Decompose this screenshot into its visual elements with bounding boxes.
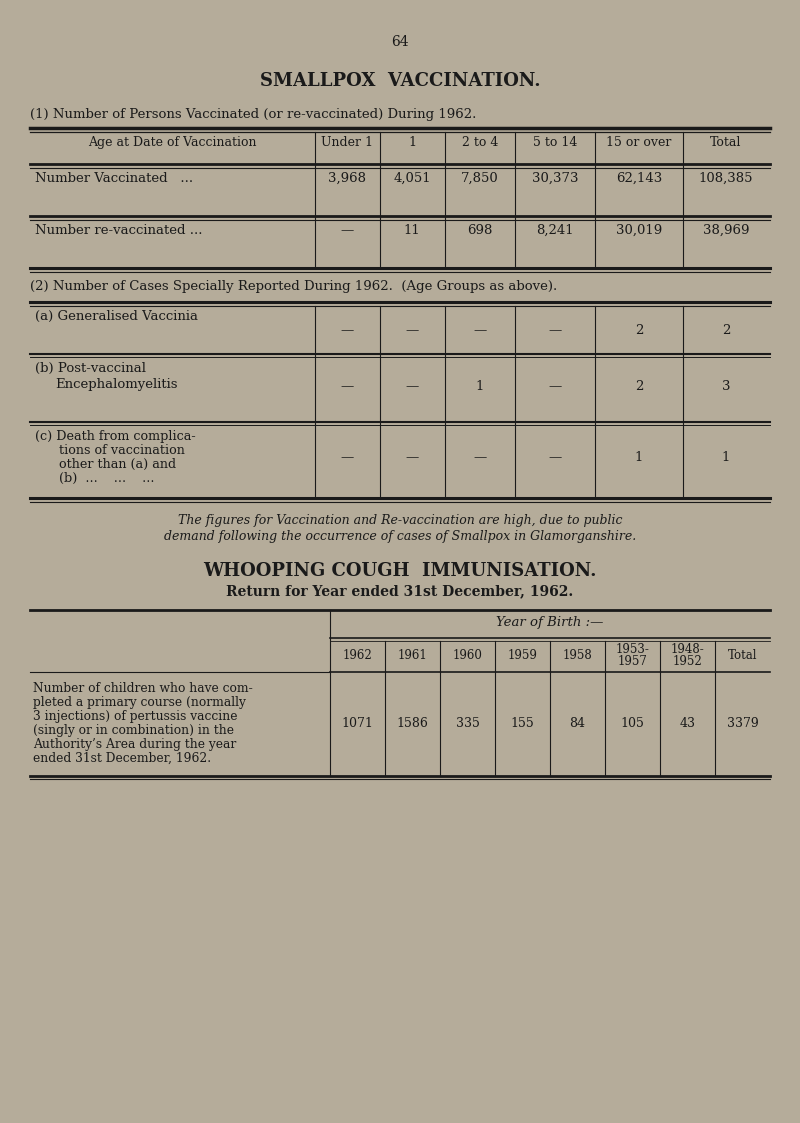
- Text: WHOOPING COUGH  IMMUNISATION.: WHOOPING COUGH IMMUNISATION.: [203, 562, 597, 579]
- Text: 1586: 1586: [397, 716, 429, 730]
- Text: (b)  ...    ...    ...: (b) ... ... ...: [35, 472, 154, 485]
- Text: Number re-vaccinated ...: Number re-vaccinated ...: [35, 223, 202, 237]
- Text: 2: 2: [635, 325, 643, 337]
- Text: 1960: 1960: [453, 649, 482, 661]
- Text: 108,385: 108,385: [698, 172, 754, 185]
- Text: 38,969: 38,969: [702, 223, 750, 237]
- Text: 1961: 1961: [398, 649, 427, 661]
- Text: 84: 84: [570, 716, 586, 730]
- Text: Under 1: Under 1: [321, 136, 373, 149]
- Text: (singly or in combination) in the: (singly or in combination) in the: [33, 724, 234, 737]
- Text: 1952: 1952: [673, 655, 702, 668]
- Text: The figures for Vaccination and Re-vaccination are high, due to public: The figures for Vaccination and Re-vacci…: [178, 514, 622, 527]
- Text: —: —: [548, 380, 562, 393]
- Text: (2) Number of Cases Specially Reported During 1962.  (Age Groups as above).: (2) Number of Cases Specially Reported D…: [30, 280, 558, 293]
- Text: Number of children who have com-: Number of children who have com-: [33, 682, 253, 695]
- Text: 105: 105: [621, 716, 645, 730]
- Text: (c) Death from complica-: (c) Death from complica-: [35, 430, 196, 442]
- Text: demand following the occurrence of cases of Smallpox in Glamorganshire.: demand following the occurrence of cases…: [164, 530, 636, 544]
- Text: (a) Generalised Vaccinia: (a) Generalised Vaccinia: [35, 310, 198, 323]
- Text: —: —: [474, 451, 486, 464]
- Text: 1: 1: [635, 451, 643, 464]
- Text: pleted a primary course (normally: pleted a primary course (normally: [33, 696, 246, 709]
- Text: 5 to 14: 5 to 14: [533, 136, 577, 149]
- Text: —: —: [474, 325, 486, 337]
- Text: (1) Number of Persons Vaccinated (or re-vaccinated) During 1962.: (1) Number of Persons Vaccinated (or re-…: [30, 108, 476, 121]
- Text: 62,143: 62,143: [616, 172, 662, 185]
- Text: 1958: 1958: [562, 649, 592, 661]
- Text: —: —: [406, 451, 418, 464]
- Text: 8,241: 8,241: [536, 223, 574, 237]
- Text: —: —: [340, 325, 354, 337]
- Text: 155: 155: [510, 716, 534, 730]
- Text: 64: 64: [391, 35, 409, 49]
- Text: 1953-: 1953-: [615, 643, 650, 656]
- Text: 2: 2: [722, 325, 730, 337]
- Text: SMALLPOX  VACCINATION.: SMALLPOX VACCINATION.: [260, 72, 540, 90]
- Text: —: —: [406, 380, 418, 393]
- Text: 3 injections) of pertussis vaccine: 3 injections) of pertussis vaccine: [33, 710, 238, 723]
- Text: ended 31st December, 1962.: ended 31st December, 1962.: [33, 752, 211, 765]
- Text: Number Vaccinated   ...: Number Vaccinated ...: [35, 172, 193, 185]
- Text: —: —: [548, 325, 562, 337]
- Text: 4,051: 4,051: [393, 172, 431, 185]
- Text: 43: 43: [679, 716, 695, 730]
- Text: Total: Total: [710, 136, 742, 149]
- Text: 1: 1: [722, 451, 730, 464]
- Text: 3379: 3379: [726, 716, 758, 730]
- Text: 1962: 1962: [342, 649, 372, 661]
- Text: Total: Total: [728, 649, 758, 661]
- Text: Authority’s Area during the year: Authority’s Area during the year: [33, 738, 236, 751]
- Text: —: —: [548, 451, 562, 464]
- Text: tions of vaccination: tions of vaccination: [35, 444, 185, 457]
- Text: 1: 1: [476, 380, 484, 393]
- Text: —: —: [340, 380, 354, 393]
- Text: —: —: [406, 325, 418, 337]
- Text: 30,373: 30,373: [532, 172, 578, 185]
- Text: —: —: [340, 451, 354, 464]
- Text: 1948-: 1948-: [670, 643, 704, 656]
- Text: Return for Year ended 31st December, 1962.: Return for Year ended 31st December, 196…: [226, 584, 574, 599]
- Text: 335: 335: [455, 716, 479, 730]
- Text: Encephalomyelitis: Encephalomyelitis: [55, 378, 178, 391]
- Text: —: —: [340, 223, 354, 237]
- Text: 30,019: 30,019: [616, 223, 662, 237]
- Text: Year of Birth :—: Year of Birth :—: [496, 617, 604, 629]
- Text: (b) Post-vaccinal: (b) Post-vaccinal: [35, 362, 146, 375]
- Text: 2 to 4: 2 to 4: [462, 136, 498, 149]
- Text: other than (a) and: other than (a) and: [35, 458, 176, 471]
- Text: 698: 698: [467, 223, 493, 237]
- Text: 1959: 1959: [507, 649, 538, 661]
- Text: Age at Date of Vaccination: Age at Date of Vaccination: [88, 136, 256, 149]
- Text: 1: 1: [408, 136, 416, 149]
- Text: 2: 2: [635, 380, 643, 393]
- Text: 7,850: 7,850: [461, 172, 499, 185]
- Text: 15 or over: 15 or over: [606, 136, 672, 149]
- Text: 1071: 1071: [342, 716, 374, 730]
- Text: 3,968: 3,968: [328, 172, 366, 185]
- Text: 11: 11: [404, 223, 420, 237]
- Text: 3: 3: [722, 380, 730, 393]
- Text: 1957: 1957: [618, 655, 647, 668]
